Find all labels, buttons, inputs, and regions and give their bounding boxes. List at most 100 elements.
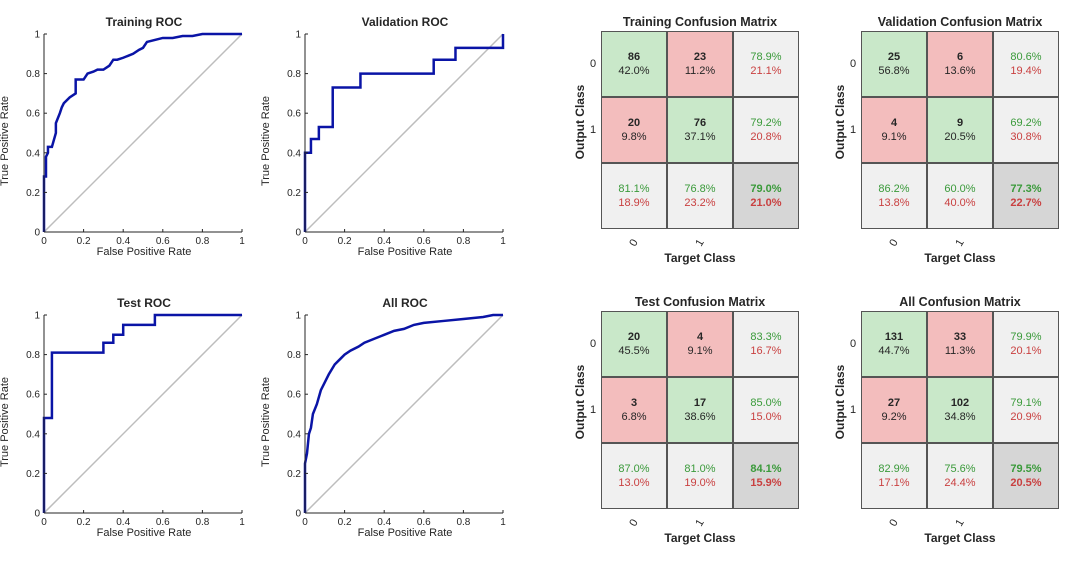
accuracy-percent: 86.2% — [878, 183, 910, 195]
y-tick-label: 0.6 — [287, 390, 301, 401]
cm-title: Training Confusion Matrix — [622, 15, 778, 29]
y-tick-label: 0.2 — [287, 188, 301, 199]
cell-percent: 11.2% — [684, 65, 716, 77]
accuracy-percent: 75.6% — [944, 463, 976, 475]
cm-xlabel: Target Class — [664, 531, 736, 545]
cell-percent: 6.8% — [621, 411, 647, 423]
accuracy-percent: 79.0% — [750, 183, 782, 195]
accuracy-percent: 79.1% — [1010, 397, 1042, 409]
roc-xlabel: False Positive Rate — [357, 246, 453, 258]
x-tick-label: 1 — [239, 517, 245, 528]
col-tick-label: 0 — [627, 517, 641, 529]
x-tick-label: 0 — [41, 517, 47, 528]
col-tick-label: 0 — [887, 237, 901, 249]
x-tick-label: 0.4 — [116, 236, 130, 247]
x-tick-label: 0.6 — [156, 236, 170, 247]
y-tick-label: 0 — [295, 228, 301, 239]
x-tick-label: 0.8 — [195, 517, 209, 528]
error-percent: 20.9% — [1010, 411, 1042, 423]
x-tick-label: 0.2 — [338, 236, 352, 247]
diagonal-line — [43, 314, 243, 514]
accuracy-percent: 80.6% — [1010, 51, 1042, 63]
x-tick-label: 0 — [302, 236, 308, 247]
col-tick-label: 1 — [953, 237, 967, 249]
cell-count: 76 — [693, 117, 707, 129]
y-tick-label: 0 — [34, 228, 40, 239]
error-percent: 40.0% — [944, 197, 976, 209]
summary-cell: 79.2% 20.8% — [733, 97, 799, 163]
cell-percent: 34.8% — [944, 411, 976, 423]
roc-curve — [303, 34, 505, 232]
col-tick-label: 1 — [693, 517, 707, 529]
total-accuracy-cell: 77.3% 22.7% — [993, 163, 1059, 229]
error-percent: 15.9% — [750, 477, 782, 489]
error-percent: 19.4% — [1010, 65, 1042, 77]
roc-title: Validation ROC — [361, 15, 449, 29]
cell-count: 20 — [627, 331, 641, 343]
row-tick-label: 0 — [850, 58, 857, 70]
col-tick-label: 0 — [887, 517, 901, 529]
roc-xlabel: False Positive Rate — [96, 527, 192, 539]
y-tick-label: 0.8 — [26, 69, 40, 80]
summary-cell: 75.6% 24.4% — [927, 443, 993, 509]
y-tick-label: 0.8 — [287, 350, 301, 361]
error-cell: 33 11.3% — [927, 311, 993, 377]
error-percent: 13.8% — [878, 197, 910, 209]
cm-title: Validation Confusion Matrix — [877, 15, 1043, 29]
y-tick-label: 0.4 — [287, 429, 301, 440]
cell-count: 4 — [696, 331, 704, 343]
summary-cell: 83.3% 16.7% — [733, 311, 799, 377]
cm-panel-test: Test Confusion Matrix 20 45.5% 4 9.1% 83.3% 16… — [568, 295, 818, 555]
error-percent: 23.2% — [684, 197, 716, 209]
total-accuracy-cell: 84.1% 15.9% — [733, 443, 799, 509]
x-tick-label: 0.8 — [195, 236, 209, 247]
roc-curve — [42, 313, 242, 513]
y-tick-label: 0.8 — [26, 350, 40, 361]
cell-count: 20 — [627, 117, 641, 129]
roc-ylabel: True Positive Rate — [0, 376, 11, 468]
summary-cell: 79.1% 20.9% — [993, 377, 1059, 443]
row-tick-label: 0 — [590, 338, 597, 350]
cell-percent: 56.8% — [878, 65, 910, 77]
error-percent: 30.8% — [1010, 131, 1042, 143]
col-tick-label: 1 — [693, 237, 707, 249]
cell-count: 9 — [956, 117, 964, 129]
x-tick-label: 0.2 — [338, 517, 352, 528]
roc-panel-validation: Validation ROC 0 0.2 0.4 0.6 0.8 1 0 0.2 0.4 0.6 0… — [260, 15, 511, 275]
diagonal-line — [304, 314, 504, 514]
y-tick-label: 1 — [34, 311, 40, 322]
error-cell: 3 6.8% — [601, 377, 667, 443]
cell-percent: 13.6% — [944, 65, 976, 77]
y-tick-label: 1 — [295, 311, 301, 322]
cm-xlabel: Target Class — [924, 251, 996, 265]
error-percent: 18.9% — [618, 197, 650, 209]
error-percent: 24.4% — [944, 477, 976, 489]
y-tick-label: 0.4 — [26, 148, 40, 159]
y-tick-label: 0.8 — [287, 69, 301, 80]
summary-cell: 85.0% 15.0% — [733, 377, 799, 443]
error-cell: 27 9.2% — [861, 377, 927, 443]
roc-curve — [42, 32, 242, 232]
accuracy-percent: 81.0% — [684, 463, 716, 475]
x-tick-label: 0.4 — [377, 236, 391, 247]
y-tick-label: 0 — [34, 509, 40, 520]
y-tick-label: 1 — [295, 30, 301, 41]
cm-xlabel: Target Class — [664, 251, 736, 265]
cell-count: 131 — [884, 331, 904, 343]
x-tick-label: 1 — [500, 236, 506, 247]
row-tick-label: 1 — [850, 404, 857, 416]
x-tick-label: 0.8 — [456, 236, 470, 247]
x-tick-label: 0.8 — [456, 517, 470, 528]
roc-ylabel: True Positive Rate — [0, 95, 11, 187]
correct-cell: 25 56.8% — [861, 31, 927, 97]
cm-grid: 86 42.0% 23 11.2% 78.9% 21.1% 20 9.8% 76 37.1% 79.… — [601, 31, 799, 229]
error-percent: 21.0% — [750, 197, 782, 209]
cell-percent: 45.5% — [618, 345, 650, 357]
cell-percent: 9.1% — [881, 131, 907, 143]
x-tick-label: 1 — [239, 236, 245, 247]
roc-panel-all: All ROC 0 0.2 0.4 0.6 0.8 1 0 0.2 0.4 0.6 0.8 1 Fal… — [260, 296, 511, 556]
cell-percent: 42.0% — [618, 65, 650, 77]
cell-count: 33 — [953, 331, 967, 343]
summary-cell: 81.0% 19.0% — [667, 443, 733, 509]
accuracy-percent: 83.3% — [750, 331, 782, 343]
